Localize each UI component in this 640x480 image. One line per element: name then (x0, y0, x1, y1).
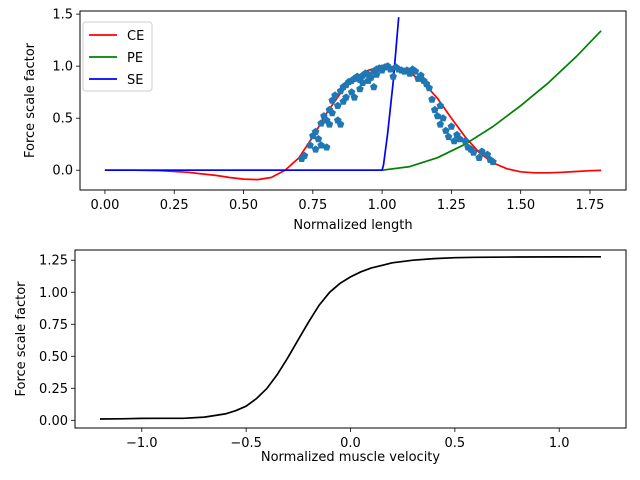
scatter-point (311, 127, 320, 135)
scatter-point (469, 148, 478, 156)
scatter-point (300, 151, 309, 159)
top-axes: 0.00 0.25 0.50 0.75 1.00 1.25 1.50 1.75 0.0 0.5 1.… (23, 8, 627, 233)
scatter-point (436, 101, 445, 109)
bottom-y-tick-label: 0.75 (39, 318, 68, 333)
scatter-point (447, 122, 456, 130)
scatter-point (372, 70, 381, 78)
top-x-tick-label: 1.75 (575, 198, 604, 213)
bottom-y-tick-label: 0.25 (39, 382, 68, 397)
scatter-point (328, 109, 336, 117)
scatter-point (433, 112, 442, 120)
bottom-x-tick-label: −1.0 (126, 436, 158, 451)
scatter-point (314, 135, 323, 143)
scatter-point (317, 141, 325, 149)
bottom-y-tick-label: 0.00 (39, 414, 68, 429)
top-y-tick-label: 0.5 (52, 112, 73, 127)
scatter-point (325, 120, 334, 128)
top-y-tick-label: 0.0 (52, 164, 73, 179)
bottom-axes: −1.0 −0.5 0.0 0.5 1.0 0.00 0.25 0.50 0.75 1.00 1.2… (14, 249, 627, 465)
legend: CE PE SE (82, 21, 153, 92)
top-series-line-se (104, 17, 400, 172)
scatter-point (461, 137, 470, 145)
bottom-x-tick-label: 0.0 (340, 436, 361, 451)
legend-label-ce: CE (127, 29, 144, 44)
scatter-point (442, 126, 450, 134)
scatter-point (455, 135, 464, 143)
bottom-y-axis-label: Force scale factor (14, 281, 29, 397)
scatter-point (389, 72, 397, 80)
scatter-point (417, 71, 425, 79)
bottom-x-tick-label: 1.0 (549, 436, 570, 451)
scatter-point (311, 145, 320, 153)
top-y-axis-label: Force scale factor (23, 42, 38, 158)
top-x-tick-label: 0.00 (90, 198, 119, 213)
scatter-point (331, 91, 339, 99)
scatter-point (439, 114, 447, 122)
scatter-point (306, 141, 314, 149)
legend-box (82, 21, 153, 92)
scatter-point (356, 85, 364, 93)
scatter-point (411, 67, 420, 75)
scatter-point (430, 105, 439, 114)
scatter-point (436, 120, 445, 128)
scatter-point (425, 84, 433, 92)
scatter-point (370, 83, 378, 91)
bottom-y-tick-label: 1.25 (39, 254, 68, 269)
scatter-point (489, 157, 497, 166)
scatter-point (483, 150, 492, 158)
scatter-point (322, 143, 331, 151)
scatter-point (336, 120, 345, 128)
bottom-x-tick-label: −0.5 (230, 436, 262, 451)
bottom-y-tick-label: 1.00 (39, 286, 68, 301)
top-x-tick-label: 0.50 (229, 198, 258, 213)
bottom-series-line-force-velocity (99, 255, 602, 420)
scatter-point (350, 93, 359, 101)
top-x-tick-label: 1.25 (437, 198, 466, 213)
top-y-tick-label: 1.5 (52, 8, 73, 23)
scatter-point (328, 96, 336, 104)
top-x-tick-label: 0.25 (160, 198, 189, 213)
scatter-point (478, 147, 486, 155)
top-x-axis-label: Normalized length (293, 218, 412, 233)
top-x-tick-label: 1.00 (368, 198, 397, 213)
top-x-tick-label: 0.75 (298, 198, 327, 213)
legend-label-pe: PE (127, 51, 143, 66)
scatter-point (347, 88, 356, 96)
top-y-tick-label: 1.0 (52, 60, 73, 75)
legend-label-se: SE (127, 73, 143, 88)
bottom-y-tick-label: 0.50 (39, 350, 68, 365)
scatter-point (333, 101, 342, 109)
scatter-point (444, 132, 453, 141)
scatter-point (342, 93, 350, 101)
scatter-point (475, 153, 483, 161)
top-axes-frame (79, 10, 627, 191)
scatter-point (428, 95, 436, 103)
top-x-tick-label: 1.50 (506, 198, 535, 213)
bottom-x-axis-label: Normalized muscle velocity (261, 450, 441, 465)
bottom-x-tick-label: 0.5 (445, 436, 466, 451)
